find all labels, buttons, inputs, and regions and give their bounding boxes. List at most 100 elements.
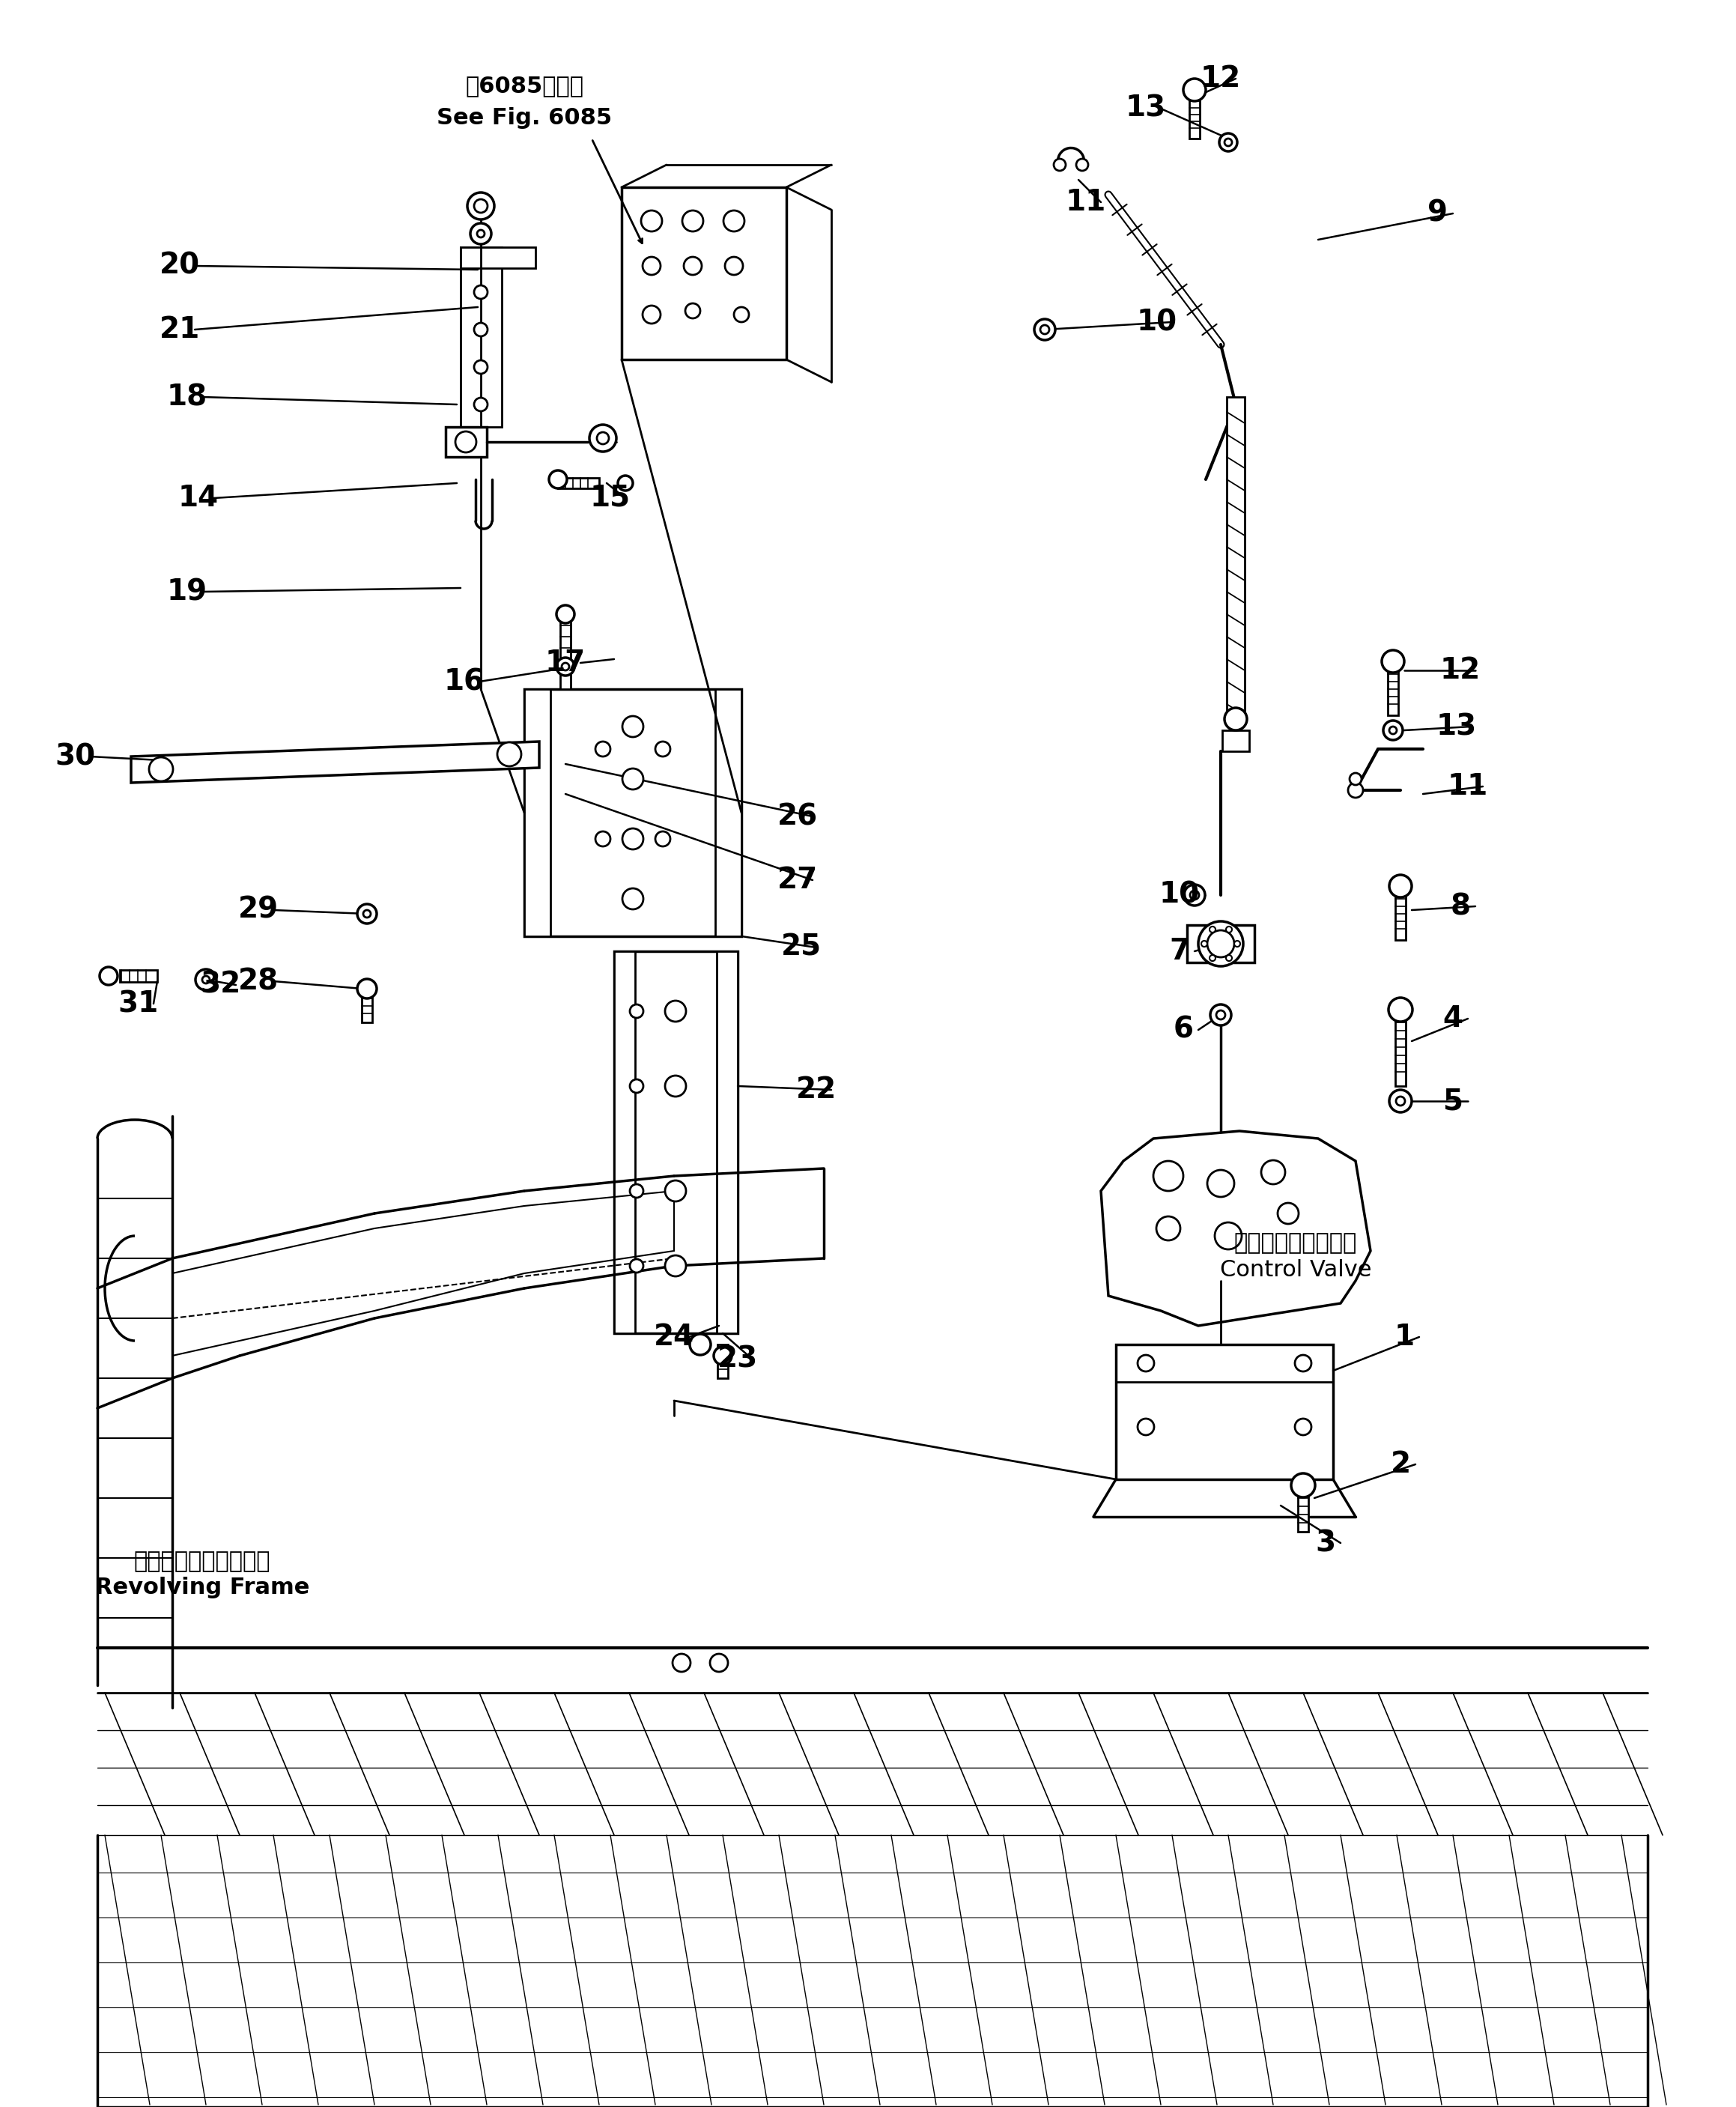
Circle shape: [682, 211, 703, 232]
Circle shape: [713, 1346, 731, 1365]
Circle shape: [99, 967, 118, 984]
Text: レボルビングフレーム: レボルビングフレーム: [134, 1551, 271, 1572]
Text: Control Valve: Control Valve: [1220, 1258, 1371, 1281]
Circle shape: [726, 257, 743, 274]
Text: 11: 11: [1066, 188, 1106, 217]
Circle shape: [1224, 708, 1246, 731]
Text: 27: 27: [778, 866, 818, 893]
Circle shape: [1382, 651, 1404, 672]
Circle shape: [689, 1334, 710, 1355]
Circle shape: [149, 756, 174, 782]
Text: 28: 28: [238, 967, 279, 995]
Circle shape: [557, 605, 575, 624]
Circle shape: [455, 432, 476, 453]
Text: 22: 22: [797, 1075, 837, 1104]
Circle shape: [1054, 158, 1066, 171]
Bar: [715, 689, 741, 936]
Bar: [1187, 925, 1255, 963]
Circle shape: [1389, 1089, 1411, 1112]
Text: 29: 29: [238, 895, 279, 925]
Circle shape: [196, 969, 217, 990]
Circle shape: [665, 1001, 686, 1022]
Bar: [460, 247, 502, 428]
Text: 13: 13: [1125, 95, 1167, 122]
Bar: [561, 617, 571, 689]
Bar: [460, 247, 535, 268]
Circle shape: [1349, 782, 1363, 799]
Circle shape: [686, 303, 700, 318]
Bar: [717, 950, 738, 1334]
Circle shape: [1226, 954, 1233, 961]
Bar: [1396, 895, 1406, 940]
Circle shape: [672, 1654, 691, 1671]
Text: 31: 31: [118, 990, 160, 1018]
Circle shape: [618, 476, 634, 491]
Circle shape: [1217, 1011, 1226, 1020]
Circle shape: [654, 832, 670, 847]
Circle shape: [1137, 1355, 1154, 1372]
Circle shape: [595, 832, 611, 847]
Bar: [1189, 97, 1200, 139]
Polygon shape: [1101, 1131, 1370, 1325]
Text: 18: 18: [167, 383, 208, 411]
Circle shape: [1198, 921, 1243, 967]
Circle shape: [474, 360, 488, 373]
Circle shape: [1396, 1096, 1404, 1106]
Circle shape: [363, 910, 372, 917]
Circle shape: [724, 211, 745, 232]
Circle shape: [358, 980, 377, 999]
Text: 4: 4: [1443, 1005, 1463, 1032]
Circle shape: [1210, 1005, 1231, 1026]
Circle shape: [1384, 721, 1403, 740]
Circle shape: [1210, 954, 1215, 961]
Text: コントロールバルブ: コントロールバルブ: [1234, 1233, 1358, 1254]
Circle shape: [1184, 885, 1205, 906]
Circle shape: [1191, 891, 1200, 900]
Circle shape: [562, 664, 569, 670]
Circle shape: [642, 257, 661, 274]
Bar: [524, 689, 741, 936]
Text: 12: 12: [1200, 65, 1241, 93]
Circle shape: [1389, 727, 1397, 733]
Circle shape: [549, 470, 568, 489]
Circle shape: [477, 230, 484, 238]
Text: 26: 26: [778, 803, 818, 830]
Circle shape: [1295, 1355, 1311, 1372]
Circle shape: [1035, 318, 1055, 339]
Bar: [1227, 396, 1245, 718]
Circle shape: [630, 1260, 644, 1273]
Text: See Fig. 6085: See Fig. 6085: [436, 107, 611, 129]
Circle shape: [621, 769, 644, 790]
Circle shape: [1137, 1418, 1154, 1435]
Circle shape: [496, 742, 521, 767]
Circle shape: [642, 306, 661, 324]
Text: 5: 5: [1443, 1087, 1463, 1115]
Circle shape: [1215, 1222, 1241, 1249]
Text: 13: 13: [1436, 712, 1477, 742]
Text: 10: 10: [1137, 308, 1177, 337]
Text: 6: 6: [1174, 1016, 1193, 1045]
Circle shape: [654, 742, 670, 756]
Circle shape: [734, 308, 748, 322]
Circle shape: [621, 889, 644, 910]
Text: Revolving Frame: Revolving Frame: [95, 1576, 309, 1599]
Circle shape: [590, 426, 616, 451]
Circle shape: [557, 657, 575, 676]
Text: 14: 14: [179, 485, 219, 512]
Text: 7: 7: [1170, 938, 1189, 965]
Text: 8: 8: [1450, 891, 1470, 921]
Circle shape: [641, 211, 661, 232]
Circle shape: [1076, 158, 1088, 171]
Text: 10: 10: [1160, 881, 1200, 910]
Circle shape: [1219, 133, 1238, 152]
Bar: [1116, 1344, 1333, 1479]
Bar: [621, 188, 786, 360]
Text: 12: 12: [1441, 655, 1481, 685]
Circle shape: [474, 322, 488, 337]
Circle shape: [1292, 1473, 1316, 1498]
Text: 30: 30: [54, 742, 95, 771]
Circle shape: [1184, 78, 1207, 101]
Circle shape: [1389, 874, 1411, 898]
Circle shape: [474, 284, 488, 299]
Circle shape: [1295, 1418, 1311, 1435]
